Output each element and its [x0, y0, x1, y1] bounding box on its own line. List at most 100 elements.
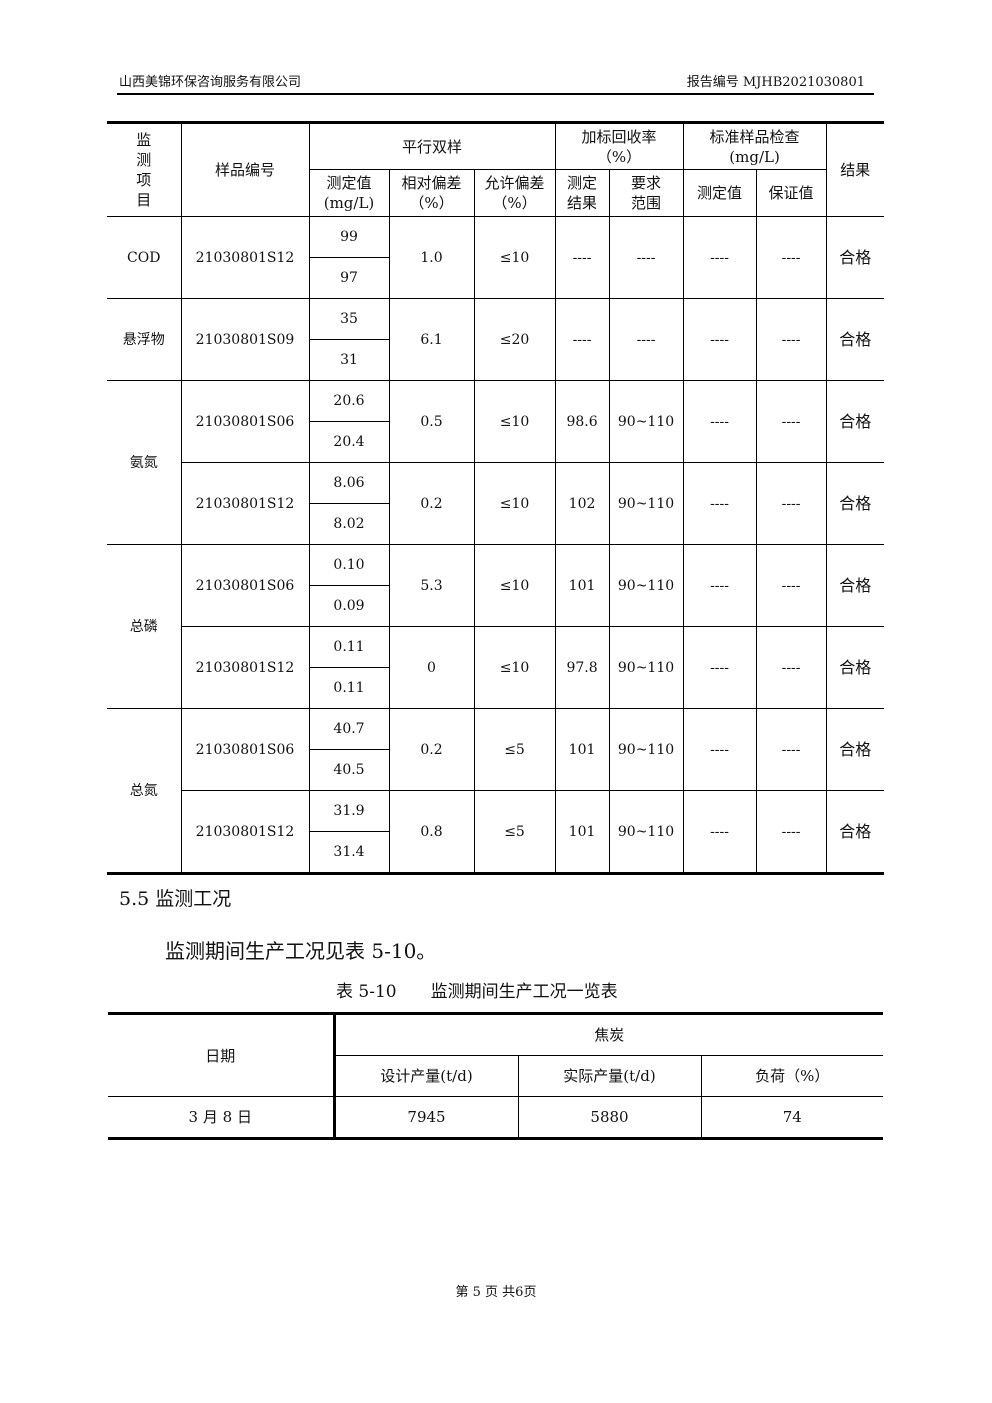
header-actual: 实际产量(t/d) — [517, 1055, 702, 1097]
cell-measured: 0.09 — [308, 585, 390, 627]
header-spike-range: 要求范围 — [608, 169, 684, 217]
cell-measured: 20.6 — [308, 380, 390, 422]
cell-measured: 8.06 — [308, 462, 390, 504]
header-date: 日期 — [108, 1013, 336, 1097]
cell-std-guaranteed: ---- — [755, 298, 827, 381]
cell-result: 合格 — [825, 626, 885, 709]
qc-table: 监测项目 样品编号 平行双样 加标回收率（%） 标准样品检查(mg/L) 结果 … — [107, 121, 885, 875]
cell-sample-id: 21030801S09 — [180, 298, 310, 381]
cell-result: 合格 — [825, 216, 885, 299]
cell-rel-dev: 6.1 — [388, 298, 475, 381]
cell-result: 合格 — [825, 544, 885, 627]
table-row: 悬浮物 21030801S09 35 6.1 ≤20 ---- ---- ---- ---- 合格 — [107, 298, 885, 381]
cell-allow-dev: ≤10 — [473, 462, 556, 545]
cell-spike-result: 102 — [554, 462, 610, 545]
cell-spike-range: ---- — [608, 298, 684, 381]
cell-std-measured: ---- — [682, 790, 757, 874]
cell-sample-id: 21030801S06 — [180, 380, 310, 463]
table-row: 0.11 — [107, 667, 884, 709]
cell-spike-range: 90~110 — [608, 626, 684, 709]
cell-spike-result: 101 — [554, 708, 610, 791]
table-row: 40.5 — [107, 749, 884, 791]
cell-measured: 0.10 — [308, 544, 390, 586]
cell-measured: 40.7 — [308, 708, 390, 750]
header-result: 结果 — [825, 122, 885, 217]
header-item: 监测项目 — [107, 122, 182, 217]
cell-item: 总磷 — [107, 544, 182, 709]
cell-spike-result: 101 — [554, 544, 610, 627]
header-design: 设计产量(t/d) — [333, 1055, 519, 1097]
header-divider — [117, 93, 874, 95]
cell-rel-dev: 0.8 — [388, 790, 475, 874]
table-row: 21030801S12 31.9 0.8 ≤5 101 90~110 ---- ---- 合格 — [107, 790, 885, 874]
cell-std-measured: ---- — [682, 380, 757, 463]
table-row: 总氮 21030801S06 40.7 0.2 ≤5 101 90~110 ---- ---- 合… — [107, 708, 885, 874]
header-measured: 测定值(mg/L) — [308, 169, 390, 217]
header-std-measured: 测定值 — [682, 169, 757, 217]
cell-sample-id: 21030801S06 — [180, 544, 310, 627]
cell-spike-result: 101 — [554, 790, 610, 874]
cell-std-measured: ---- — [682, 708, 757, 791]
cell-measured: 31.4 — [308, 831, 390, 874]
cell-measured: 99 — [308, 216, 390, 258]
cell-result: 合格 — [825, 380, 885, 463]
company-name: 山西美锦环保咨询服务有限公司 — [119, 75, 302, 90]
cell-spike-range: 90~110 — [608, 544, 684, 627]
cell-std-guaranteed: ---- — [755, 216, 827, 299]
cell-sample-id: 21030801S12 — [180, 216, 310, 299]
table-row: 总磷 21030801S06 0.10 5.3 ≤10 101 90~110 ---- ----… — [107, 544, 885, 709]
header-sample: 样品编号 — [180, 122, 310, 217]
table-row: 氨氮 21030801S06 20.6 0.5 ≤10 98.6 90~110 ---- ---… — [107, 380, 885, 545]
cell-measured: 97 — [308, 257, 390, 299]
header-rel-dev: 相对偏差（%） — [388, 169, 475, 217]
header-spike: 加标回收率（%） — [554, 122, 684, 170]
cell-measured: 0.11 — [308, 667, 390, 709]
cell-item: 悬浮物 — [107, 298, 182, 381]
header-spike-result: 测定结果 — [554, 169, 610, 217]
cell-spike-range: 90~110 — [608, 708, 684, 791]
table-row: 8.02 — [107, 503, 884, 545]
cell-spike-result: 98.6 — [554, 380, 610, 463]
production-table: 日期 焦炭 设计产量(t/d) 实际产量(t/d) 负荷（%） 3 月 8 日 … — [108, 1012, 884, 1140]
cell-allow-dev: ≤5 — [473, 790, 556, 874]
header-load: 负荷（%） — [700, 1055, 884, 1097]
cell-rel-dev: 5.3 — [388, 544, 475, 627]
header-std-guaranteed: 保证值 — [755, 169, 827, 217]
cell-spike-result: 97.8 — [554, 626, 610, 709]
cell-std-measured: ---- — [682, 626, 757, 709]
cell-result: 合格 — [825, 462, 885, 545]
cell-measured: 35 — [308, 298, 390, 340]
cell-result: 合格 — [825, 708, 885, 791]
cell-result: 合格 — [825, 790, 885, 874]
header-coke: 焦炭 — [333, 1013, 884, 1056]
cell-std-measured: ---- — [682, 216, 757, 299]
cell-std-guaranteed: ---- — [755, 544, 827, 627]
cell-rel-dev: 0 — [388, 626, 475, 709]
cell-allow-dev: ≤20 — [473, 298, 556, 381]
cell-spike-range: 90~110 — [608, 462, 684, 545]
cell-rel-dev: 1.0 — [388, 216, 475, 299]
page-footer: 第 5 页 共6页 — [455, 1285, 537, 1300]
cell-std-guaranteed: ---- — [755, 790, 827, 874]
cell-sample-id: 21030801S12 — [180, 626, 310, 709]
table-row: 21030801S12 8.06 0.2 ≤10 102 90~110 ---- ---- 合格 — [107, 462, 885, 545]
cell-design: 7945 — [333, 1096, 519, 1139]
cell-date: 3 月 8 日 — [108, 1096, 336, 1139]
table-row: 31.4 — [107, 831, 884, 874]
cell-allow-dev: ≤10 — [473, 626, 556, 709]
cell-spike-result: ---- — [554, 216, 610, 299]
cell-rel-dev: 0.5 — [388, 380, 475, 463]
cell-measured: 20.4 — [308, 421, 390, 463]
cell-std-guaranteed: ---- — [755, 708, 827, 791]
table-caption: 表 5-10 监测期间生产工况一览表 — [336, 982, 618, 1002]
cell-spike-range: ---- — [608, 216, 684, 299]
cell-measured: 31 — [308, 339, 390, 381]
cell-std-guaranteed: ---- — [755, 626, 827, 709]
cell-std-measured: ---- — [682, 462, 757, 545]
header-parallel: 平行双样 — [308, 122, 556, 170]
cell-measured: 0.11 — [308, 626, 390, 668]
cell-allow-dev: ≤10 — [473, 216, 556, 299]
table-row: 97 — [107, 257, 884, 299]
cell-std-guaranteed: ---- — [755, 462, 827, 545]
